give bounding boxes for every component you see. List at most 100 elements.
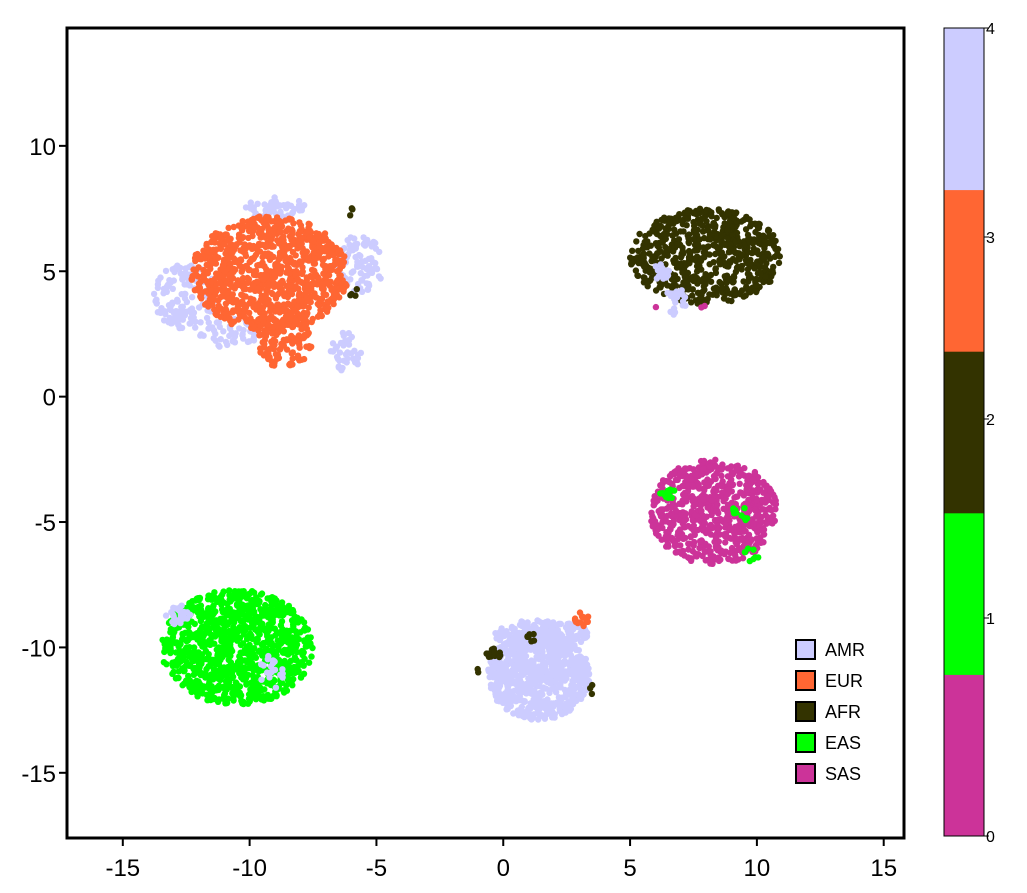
- data-point: [229, 291, 236, 298]
- data-point: [268, 634, 275, 641]
- data-point: [353, 286, 360, 293]
- data-point: [209, 294, 217, 302]
- data-point: [682, 523, 689, 531]
- data-point: [721, 220, 728, 227]
- data-point: [296, 219, 303, 226]
- data-point: [735, 522, 742, 529]
- data-point: [536, 682, 543, 690]
- data-point: [266, 345, 273, 353]
- data-point: [669, 232, 676, 239]
- data-point: [725, 210, 732, 217]
- data-point: [256, 685, 264, 693]
- data-point: [282, 217, 289, 224]
- data-point: [331, 285, 338, 292]
- data-point: [254, 302, 261, 309]
- data-point: [712, 555, 719, 562]
- data-point: [249, 232, 256, 240]
- data-point: [284, 300, 292, 307]
- data-point: [525, 704, 532, 711]
- data-point: [234, 690, 242, 697]
- data-point: [534, 670, 541, 678]
- data-point: [175, 668, 182, 675]
- data-point: [225, 255, 232, 262]
- data-point: [516, 676, 524, 684]
- data-point: [269, 609, 277, 617]
- data-point: [300, 626, 307, 634]
- data-point: [315, 275, 322, 283]
- data-point: [685, 235, 692, 242]
- data-point: [673, 217, 681, 225]
- data-point: [240, 326, 247, 334]
- data-point: [577, 638, 585, 645]
- data-point: [279, 670, 286, 677]
- data-point: [569, 679, 577, 686]
- data-point: [764, 251, 772, 258]
- data-point: [230, 697, 237, 704]
- data-point: [508, 650, 515, 658]
- data-point: [289, 248, 297, 256]
- data-point: [516, 711, 524, 718]
- data-point: [298, 279, 306, 286]
- data-point: [661, 214, 668, 221]
- data-point: [747, 288, 754, 296]
- data-point: [703, 244, 710, 251]
- data-point: [261, 327, 268, 334]
- data-point: [694, 471, 701, 478]
- data-point: [222, 305, 229, 313]
- data-point: [701, 519, 708, 527]
- data-point: [741, 505, 748, 512]
- data-point: [276, 255, 284, 262]
- data-point: [359, 264, 367, 271]
- data-point: [696, 236, 703, 243]
- data-point: [503, 628, 510, 635]
- data-point: [689, 517, 696, 524]
- data-point: [712, 269, 720, 277]
- data-point: [243, 302, 250, 309]
- data-point: [187, 314, 195, 322]
- data-point: [284, 263, 291, 270]
- legend-swatch-amr: [795, 639, 816, 660]
- data-point: [696, 205, 704, 212]
- data-point: [752, 287, 759, 294]
- data-point: [713, 214, 720, 222]
- data-point: [576, 609, 584, 616]
- data-point: [228, 329, 235, 336]
- data-point: [261, 201, 268, 208]
- data-point: [725, 275, 732, 283]
- data-point: [679, 298, 687, 305]
- data-point: [316, 248, 324, 255]
- data-point: [227, 281, 234, 288]
- data-point: [749, 240, 757, 247]
- data-point: [352, 253, 359, 261]
- data-point: [314, 313, 322, 320]
- data-point: [744, 545, 752, 552]
- data-point: [365, 280, 372, 288]
- data-point: [747, 260, 754, 267]
- data-point: [301, 331, 309, 338]
- data-point: [506, 637, 513, 645]
- data-point: [268, 218, 275, 225]
- data-point: [275, 329, 282, 336]
- data-point: [215, 302, 222, 309]
- data-point: [320, 255, 328, 262]
- data-point: [527, 672, 535, 679]
- data-point: [502, 646, 509, 654]
- data-point: [724, 473, 732, 480]
- data-point: [336, 349, 344, 356]
- data-point: [277, 345, 284, 352]
- data-point: [377, 275, 384, 282]
- data-point: [165, 283, 172, 290]
- data-point: [752, 228, 759, 236]
- cluster-eas: [741, 545, 762, 565]
- data-point: [639, 245, 647, 252]
- data-point: [666, 534, 673, 541]
- data-point: [222, 696, 230, 703]
- data-point: [278, 223, 286, 230]
- data-point: [210, 327, 218, 334]
- data-point: [347, 212, 354, 219]
- data-point: [671, 259, 678, 266]
- data-point: [266, 641, 274, 648]
- data-point: [750, 520, 757, 527]
- data-point: [499, 699, 507, 706]
- data-point: [685, 540, 692, 547]
